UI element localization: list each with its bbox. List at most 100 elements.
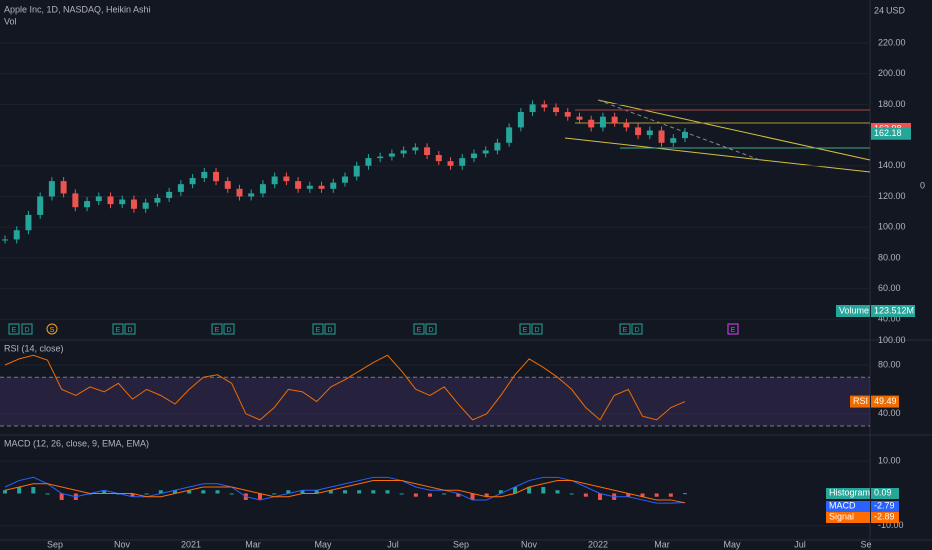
candle [588, 119, 595, 128]
event-icon [531, 323, 543, 335]
candle [224, 181, 231, 189]
candle [130, 199, 137, 209]
histogram-bar [144, 493, 149, 495]
candle [459, 158, 466, 166]
candle [84, 201, 91, 208]
x-tick-label: 2021 [181, 539, 201, 549]
event-icon [727, 323, 739, 335]
candle [682, 132, 688, 139]
y-tick-label: 100.00 [878, 222, 906, 232]
histogram-bar [187, 490, 192, 494]
event-letter: D [24, 327, 29, 334]
volume-name: Volume [839, 305, 869, 315]
candle [646, 130, 653, 136]
price-tag-text: 162.18 [874, 128, 902, 138]
candle [377, 156, 384, 159]
price-tag [871, 127, 911, 140]
y-tick-label: 100.00 [878, 335, 906, 345]
rsi-band [0, 377, 870, 426]
histogram-bar [215, 490, 220, 494]
candle [435, 155, 442, 162]
x-tick-label: Mar [654, 539, 670, 549]
histogram-bar [498, 490, 503, 494]
label-box [871, 395, 899, 408]
vol-label: Vol [4, 16, 17, 26]
y-tick-label: 120.00 [878, 191, 906, 201]
rsi-name: RSI [853, 396, 868, 406]
candle [623, 122, 630, 128]
candle [342, 176, 348, 183]
histogram-bar [17, 487, 22, 494]
x-tick-label: Mar [245, 539, 261, 549]
event-icon [211, 323, 223, 335]
x-tick-label: Nov [521, 539, 538, 549]
candle [154, 198, 161, 203]
event-letter: D [634, 327, 639, 334]
side-zero: 0 [920, 180, 925, 190]
event-icon [425, 323, 437, 335]
histogram-bar [328, 490, 333, 494]
histogram-bar [555, 490, 560, 494]
candle [295, 181, 302, 189]
event-icon [631, 323, 643, 335]
event-icon [223, 323, 235, 335]
histogram-bar [626, 493, 631, 497]
event-icon [112, 323, 124, 335]
candle [541, 104, 548, 108]
histogram-bar [640, 493, 645, 497]
legend-value: -2.89 [874, 511, 895, 521]
candle [517, 112, 524, 128]
x-tick-label: 2022 [588, 539, 608, 549]
candle [470, 153, 477, 159]
candle [412, 147, 419, 151]
histogram-bar [513, 487, 517, 494]
candle [635, 127, 642, 136]
candle [388, 153, 395, 157]
x-tick-label: May [314, 539, 332, 549]
event-icon [124, 323, 136, 335]
histogram-bar [413, 493, 418, 497]
legend-value: -2.79 [874, 500, 895, 510]
rsi-line [4, 354, 686, 421]
legend-value: 0.09 [874, 487, 892, 497]
candle [365, 158, 372, 166]
event-letter: D [327, 327, 332, 334]
x-tick-label: Jul [794, 539, 806, 549]
candle [248, 193, 255, 197]
event-letter: D [534, 327, 539, 334]
histogram-bar [385, 490, 390, 494]
macd-title: MACD (12, 26, close, 9, EMA, EMA) [4, 438, 149, 448]
histogram-bar [229, 493, 234, 495]
x-tick-label: Sep [453, 539, 469, 549]
x-tick-label: Sep [47, 539, 63, 549]
candle [353, 165, 360, 177]
candle [506, 127, 513, 143]
histogram-bar [343, 490, 347, 494]
histogram-bar [598, 493, 602, 500]
candle [424, 147, 431, 156]
histogram-bar [668, 493, 673, 497]
y-tick-label: 180.00 [878, 99, 906, 109]
event-icon [519, 323, 531, 335]
histogram-bar [399, 493, 404, 495]
legend-name: Histogram [829, 487, 870, 497]
candle [599, 116, 606, 128]
event-letter: E [316, 327, 321, 334]
event-letter: E [417, 327, 422, 334]
candle [107, 196, 114, 205]
y-tick-label: 80.00 [878, 359, 901, 369]
candle [166, 191, 173, 199]
x-tick-label: Se [860, 539, 871, 549]
event-letter: E [731, 327, 736, 334]
y-tick-label: 40.00 [878, 314, 901, 324]
legend-value-box [871, 488, 899, 499]
event-icon [21, 323, 33, 335]
event-letter: D [127, 327, 132, 334]
candle [658, 130, 665, 143]
event-letter: E [215, 327, 220, 334]
candle [177, 184, 184, 192]
y-tick-label: -10.00 [878, 520, 904, 530]
candle [564, 112, 571, 117]
histogram-bar [470, 493, 475, 500]
